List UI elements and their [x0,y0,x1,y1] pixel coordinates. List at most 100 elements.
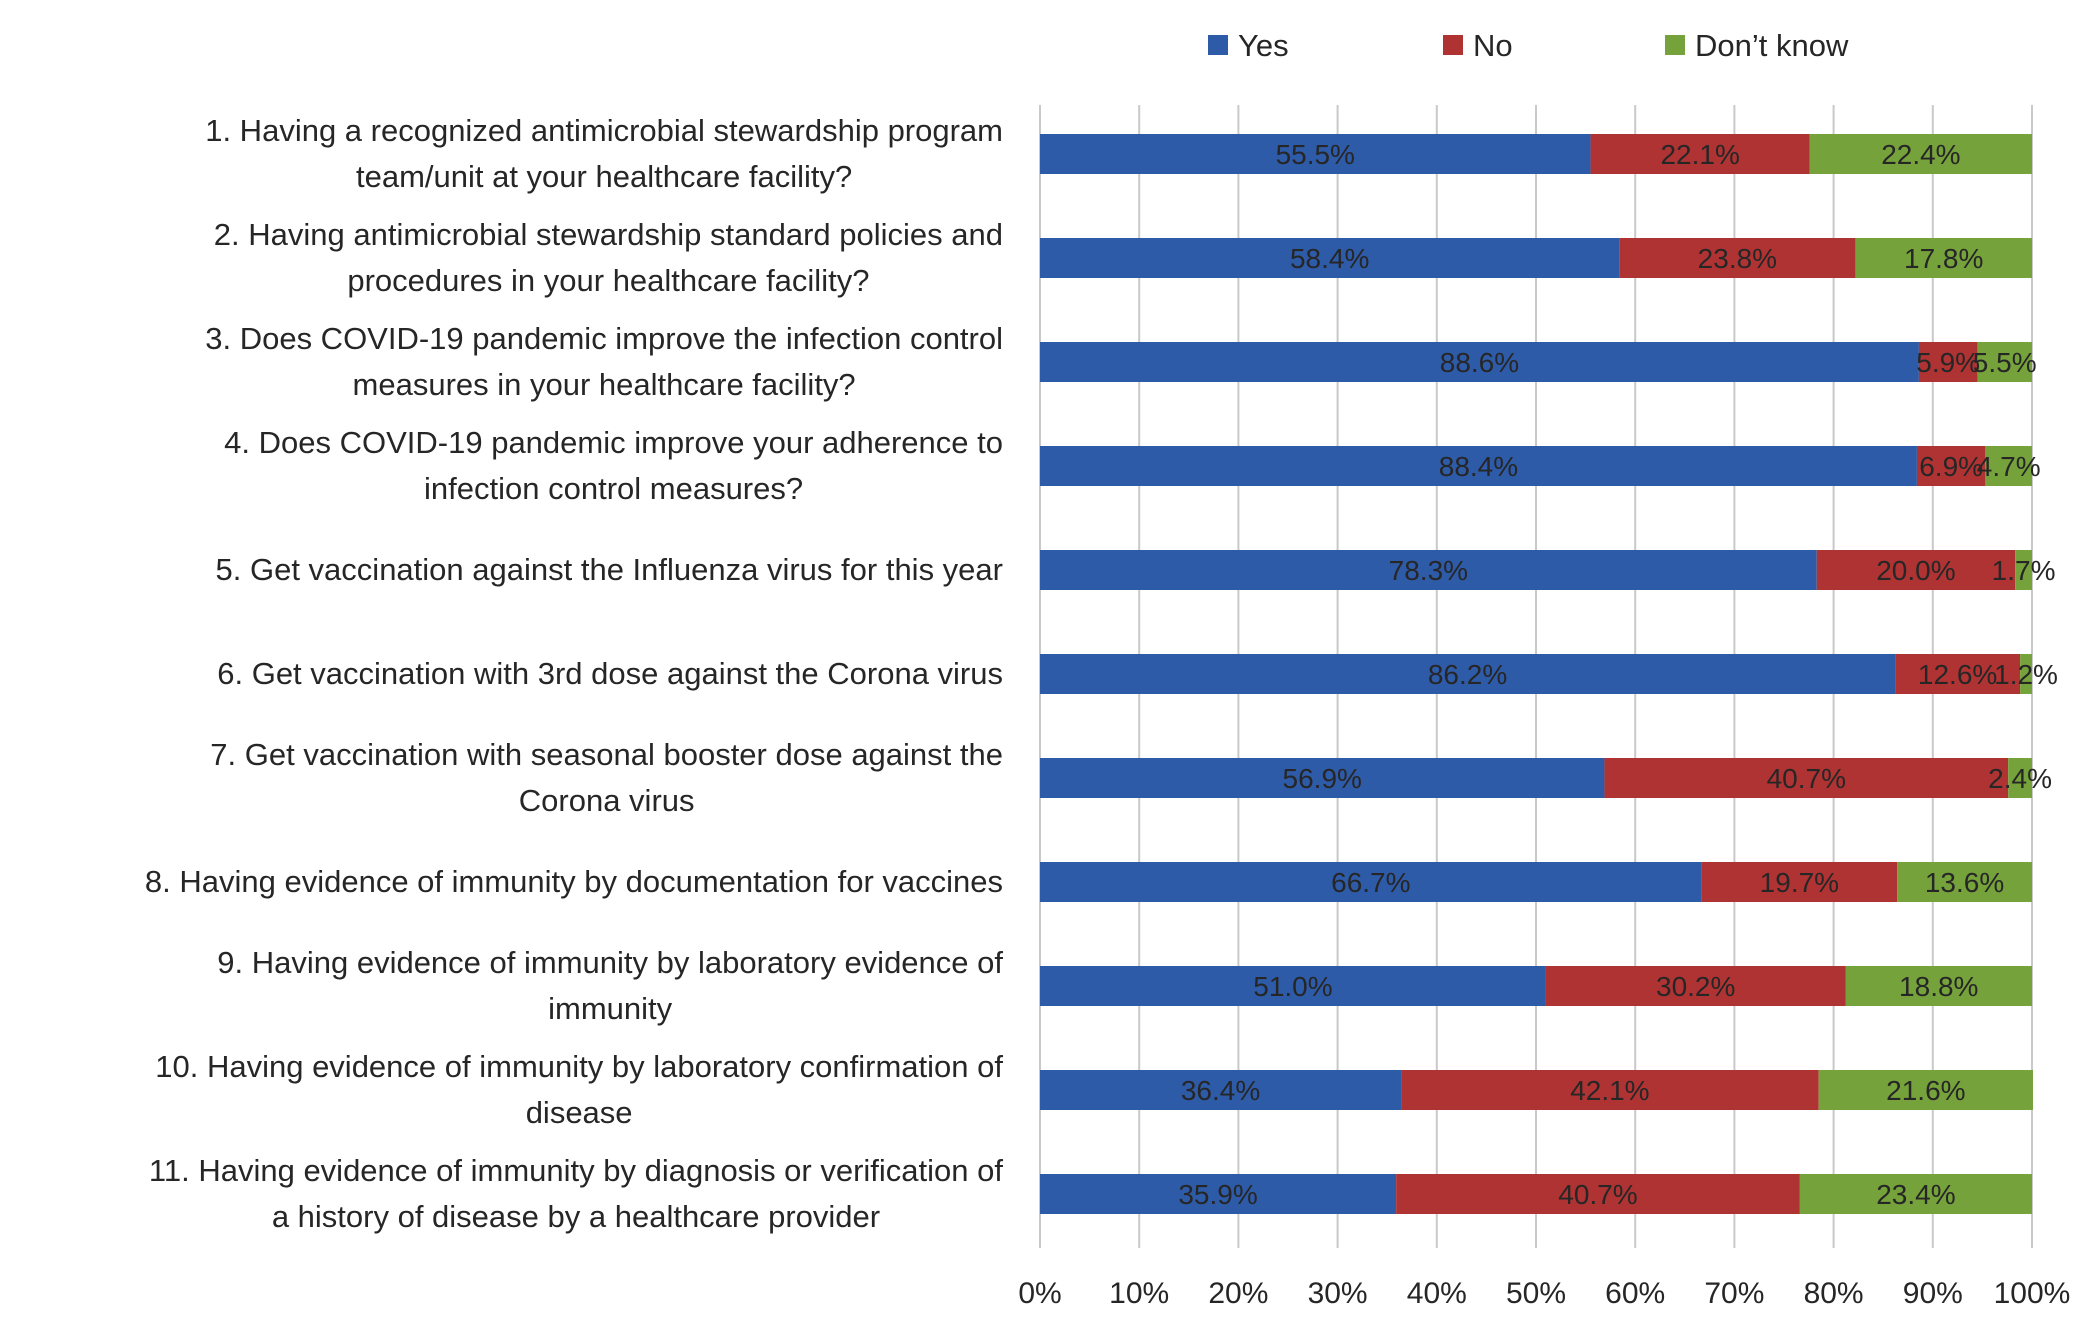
x-tick-label: 60% [1605,1277,1665,1310]
legend-label: Yes [1238,28,1289,63]
category-labels: 1. Having a recognized antimicrobial ste… [145,113,1003,1234]
x-tick-label: 30% [1308,1277,1368,1310]
x-tick-label: 10% [1109,1277,1169,1310]
x-tick-label: 20% [1208,1277,1268,1310]
bar-segment [1040,1174,1397,1214]
legend: Yes No Don’t know [1208,28,1849,63]
data-label: 21.6% [1886,1075,1965,1106]
data-label: 88.4% [1439,451,1518,482]
data-label: 42.1% [1570,1075,1649,1106]
data-labels: 55.5% 22.1% 22.4%58.4% 23.8% 17.8%88.6% 5.9%5… [1178,139,2058,1210]
bar-segment [1396,1174,1800,1214]
data-label: 4.7% [1977,451,2041,482]
bar-segment [1040,862,1702,902]
bar-segment [1619,238,1856,278]
bar-segment [1040,654,1896,694]
bar-segment [1855,238,2032,278]
category-label: 3. Does COVID-19 pandemic improve the in… [205,321,1003,402]
data-label: 78.3% [1389,555,1468,586]
data-label: 55.5% [1276,139,1355,170]
bar-segment [1040,758,1605,798]
bar-segment [1040,238,1620,278]
bar-segment [2015,550,2032,590]
data-label: 23.8% [1698,243,1777,274]
bar-segment [1897,862,2032,902]
data-label: 6.9% [1919,451,1983,482]
x-tick-label: 70% [1704,1277,1764,1310]
data-label: 19.7% [1760,867,1839,898]
bar-segment [1816,550,2016,590]
legend-swatch [1665,35,1685,55]
bar-segment [1985,446,2032,486]
x-tick-label: 90% [1903,1277,1963,1310]
bar-segment [1604,758,2009,798]
bar-segment [1799,1174,2032,1214]
data-label: 18.8% [1899,971,1978,1002]
bar-segment [1977,342,2032,382]
data-label: 56.9% [1283,763,1362,794]
bar-segment [1818,1070,2033,1110]
bar-segment [1040,966,1546,1006]
data-label: 40.7% [1558,1179,1637,1210]
data-label: 58.4% [1290,243,1369,274]
bar-segment [1916,446,1986,486]
category-label: 7. Get vaccination with seasonal booster… [210,737,1003,818]
x-tick-label: 50% [1506,1277,1566,1310]
data-label: 20.0% [1876,555,1955,586]
data-label: 5.9% [1916,347,1980,378]
data-label: 5.5% [1973,347,2037,378]
legend-swatch [1208,35,1228,55]
bar-segment [1040,446,1917,486]
data-label: 40.7% [1767,763,1846,794]
category-label: 4. Does COVID-19 pandemic improve your a… [224,425,1003,506]
x-tick-label: 100% [1994,1277,2071,1310]
x-tick-label: 40% [1407,1277,1467,1310]
legend-swatch [1443,35,1463,55]
data-label: 66.7% [1331,867,1410,898]
bar-segment [1401,1070,1819,1110]
category-label: 6. Get vaccination with 3rd dose against… [217,656,1003,691]
data-label: 12.6% [1918,659,1997,690]
data-label: 51.0% [1253,971,1332,1002]
data-label: 22.4% [1881,139,1960,170]
bars [1040,134,2033,1214]
bar-segment [1040,342,1919,382]
bar-segment [1040,1070,1402,1110]
data-label: 36.4% [1181,1075,1260,1106]
data-label: 23.4% [1876,1179,1955,1210]
category-label: 10. Having evidence of immunity by labor… [155,1049,1003,1130]
data-label: 2.4% [1988,763,2052,794]
data-label: 1.7% [1992,555,2056,586]
category-label: 8. Having evidence of immunity by docume… [145,864,1003,899]
data-label: 30.2% [1656,971,1735,1002]
data-label: 35.9% [1178,1179,1257,1210]
data-label: 17.8% [1904,243,1983,274]
x-axis-ticks: 0% 10% 20% 30% 40% 50% 60% 70% 80% 90% 100% [1018,1277,2070,1310]
category-label: 5. Get vaccination against the Influenza… [216,552,1003,587]
x-tick-label: 0% [1018,1277,1061,1310]
bar-segment [1701,862,1898,902]
category-label: 1. Having a recognized antimicrobial ste… [205,113,1003,194]
data-label: 1.2% [1994,659,2058,690]
bar-segment [1040,134,1591,174]
bar-segment [1918,342,1978,382]
data-label: 88.6% [1440,347,1519,378]
x-tick-label: 80% [1804,1277,1864,1310]
bar-segment [2020,654,2032,694]
category-label: 9. Having evidence of immunity by labora… [217,945,1003,1026]
legend-label: Don’t know [1695,28,1849,63]
bar-segment [1809,134,2032,174]
bar-segment [1895,654,2021,694]
category-label: 11. Having evidence of immunity by diagn… [149,1153,1003,1234]
data-label: 13.6% [1925,867,2004,898]
data-label: 22.1% [1660,139,1739,170]
bar-segment [1590,134,1810,174]
category-label: 2. Having antimicrobial stewardship stan… [214,217,1003,298]
legend-label: No [1473,28,1513,63]
data-label: 86.2% [1428,659,1507,690]
bar-segment [2008,758,2032,798]
bar-segment [1040,550,1817,590]
bar-segment [1545,966,1846,1006]
bar-segment [1845,966,2032,1006]
